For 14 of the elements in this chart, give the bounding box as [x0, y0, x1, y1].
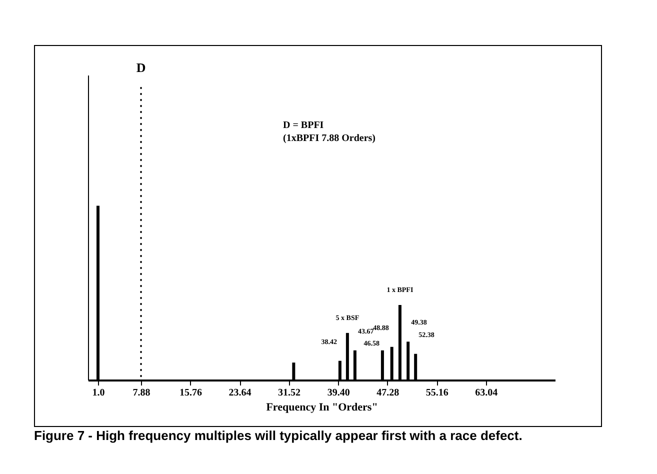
x-tick-label: 39.40: [327, 388, 350, 398]
x-tick-label: 63.04: [475, 388, 498, 398]
x-tick-label: 47.28: [376, 388, 400, 398]
text: (1xBPFI 7.88 Orders): [283, 133, 376, 144]
x-tick-label: 1.0: [92, 388, 105, 398]
x-tick-label: 23.64: [228, 388, 252, 398]
x-tick-label: 7.88: [132, 388, 150, 398]
text: D = BPFI: [283, 120, 324, 131]
x-tick-label: 15.76: [180, 388, 202, 398]
x-tick-label: 55.16: [426, 388, 448, 398]
ref-line-label: D: [136, 60, 146, 75]
x-tick-label: 31.52: [278, 388, 301, 398]
caption: Figure 7 - High frequency multiples will typically appear first with a race defect.: [34, 428, 522, 443]
x-axis-title: Frequency In "Orders": [266, 402, 378, 414]
